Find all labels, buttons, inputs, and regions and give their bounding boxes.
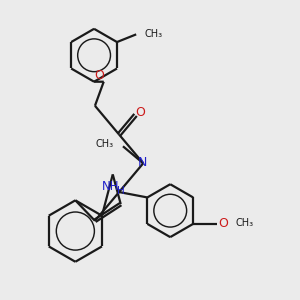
Text: N: N xyxy=(138,156,147,169)
Text: O: O xyxy=(94,69,104,82)
Text: O: O xyxy=(218,217,228,230)
Text: O: O xyxy=(135,106,145,119)
Text: CH₃: CH₃ xyxy=(95,139,114,149)
Text: NH: NH xyxy=(102,180,119,193)
Text: CH₃: CH₃ xyxy=(145,28,163,38)
Text: CH₃: CH₃ xyxy=(236,218,254,228)
Text: H: H xyxy=(117,187,124,196)
